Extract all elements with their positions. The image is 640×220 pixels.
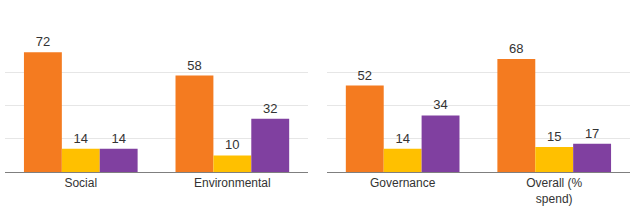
svg-text:14: 14 xyxy=(74,131,88,146)
svg-text:52: 52 xyxy=(358,68,372,83)
svg-text:Environmental: Environmental xyxy=(194,176,271,190)
svg-text:58: 58 xyxy=(187,58,201,73)
svg-text:14: 14 xyxy=(111,131,125,146)
svg-text:Social: Social xyxy=(64,176,97,190)
svg-text:15: 15 xyxy=(547,129,561,144)
svg-text:72: 72 xyxy=(36,34,50,49)
svg-text:Overall (%spend): Overall (%spend) xyxy=(526,176,582,206)
svg-text:32: 32 xyxy=(263,101,277,116)
svg-text:14: 14 xyxy=(395,131,409,146)
svg-text:34: 34 xyxy=(433,97,447,112)
svg-text:17: 17 xyxy=(585,126,599,141)
svg-text:Governance: Governance xyxy=(370,176,436,190)
svg-text:68: 68 xyxy=(509,41,523,56)
svg-text:10: 10 xyxy=(225,137,239,152)
